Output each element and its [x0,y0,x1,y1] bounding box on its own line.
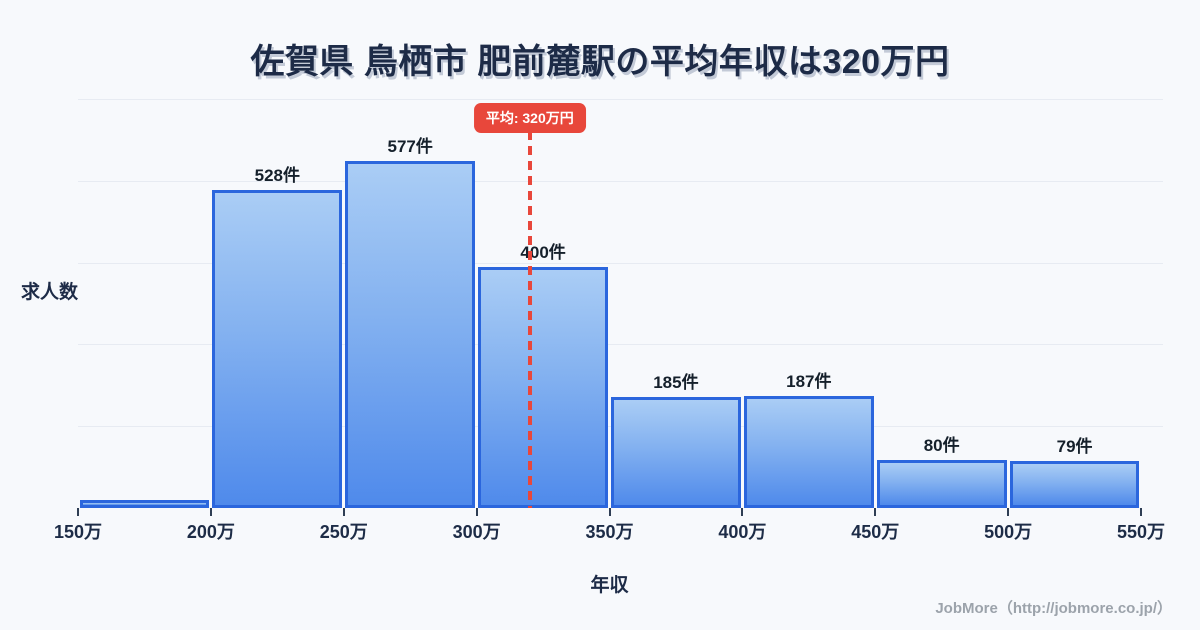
histogram-bar [743,395,874,508]
x-axis-tick [209,508,212,516]
gridline [78,99,1163,100]
x-axis-tick-label: 350万 [585,522,634,542]
average-line [527,131,532,508]
plot-area: 528件 577件 400件 185件 187件 80件 79件 150万 200万 250万 30… [54,99,1165,542]
x-axis-tick-label: 400万 [718,522,767,542]
x-axis-tick [874,508,877,516]
average-badge: 平均: 320万円 [473,103,586,133]
footer-credit: JobMore（http://jobmore.co.jp/） [935,600,1172,617]
histogram-bar [212,190,343,508]
chart-title: 佐賀県 鳥栖市 肥前麓駅の平均年収は320万円 [250,43,950,81]
histogram-bar [345,161,476,508]
histogram-bar [478,267,608,508]
histogram-bar [79,500,210,508]
histogram-bar [1009,460,1140,508]
bar-value-label: 185件 [653,372,699,392]
x-axis-tick-label: 450万 [851,522,900,542]
gridline [78,262,1163,264]
histogram-bar [876,459,1007,508]
bar-value-label: 79件 [1056,436,1093,456]
gridline [78,180,1163,182]
x-axis-tick [342,508,345,516]
x-axis-label: 年収 [590,575,629,596]
bar-value-label: 577件 [387,137,433,156]
x-axis-tick-label: 550万 [1116,522,1166,542]
x-axis-tick [1007,508,1010,516]
x-axis-tick [741,508,744,516]
bar-value-label: 80件 [923,435,960,455]
x-axis-tick-label: 500万 [984,522,1033,542]
x-axis-tick-label: 300万 [452,522,501,542]
x-axis-tick [77,508,79,516]
x-axis-tick [475,508,478,516]
x-axis-tick-label: 150万 [53,522,103,542]
gridline [78,344,1163,346]
histogram-bar [611,396,741,508]
x-axis-tick-label: 250万 [319,522,368,542]
x-axis-tick [608,508,611,516]
y-axis-label: 求人数 [21,282,79,303]
x-axis-tick-label: 200万 [186,522,235,542]
x-axis-tick [1140,508,1142,516]
bar-value-label: 187件 [786,371,832,391]
bar-value-label: 528件 [254,166,300,186]
